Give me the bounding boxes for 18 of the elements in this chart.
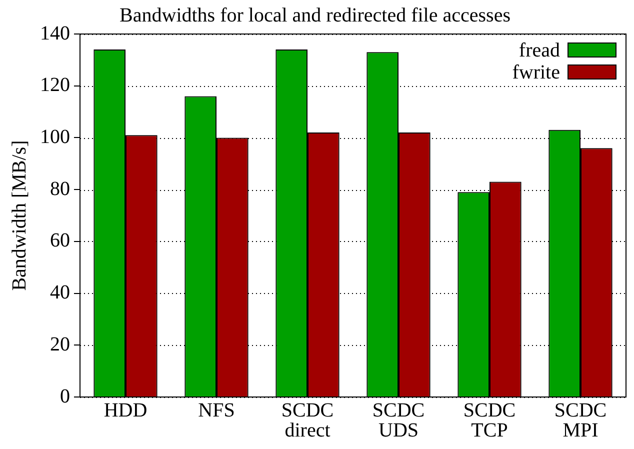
y-tick-label: 80	[50, 178, 70, 200]
legend-label: fread	[518, 39, 560, 62]
y-tick-label: 120	[40, 74, 70, 96]
y-tick-label: 40	[50, 282, 70, 304]
x-tick-label: NFS	[198, 399, 235, 422]
chart-title: Bandwidths for local and redirected file accesses	[120, 4, 511, 26]
legend-label: fwrite	[512, 61, 560, 84]
x-tick-label: HDD	[104, 399, 148, 422]
y-tick-label: 60	[50, 230, 70, 252]
y-tick-label: 140	[40, 22, 70, 44]
y-tick-label: 20	[50, 333, 70, 356]
x-tick-label: SCDC UDS	[372, 399, 425, 442]
y-tick-label: 100	[40, 126, 70, 148]
x-tick-label: SCDC direct	[281, 399, 334, 442]
y-axis-title: Bandwidth [MB/s]	[8, 140, 30, 291]
y-tick-label: 0	[60, 385, 70, 408]
x-tick-label: SCDC TCP	[463, 399, 516, 442]
x-tick-label: SCDC MPI	[554, 399, 607, 442]
